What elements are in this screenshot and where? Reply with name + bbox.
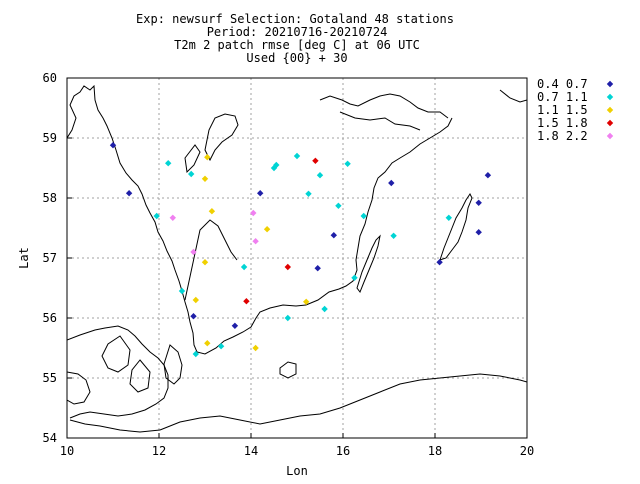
data-point bbox=[436, 259, 443, 266]
data-point bbox=[178, 287, 186, 295]
data-point bbox=[270, 164, 278, 172]
data-point bbox=[252, 238, 259, 245]
y-axis-label: Lat bbox=[17, 247, 31, 269]
x-tick-label: 20 bbox=[520, 444, 534, 458]
data-point bbox=[445, 214, 452, 221]
data-point bbox=[252, 344, 259, 352]
data-point bbox=[208, 208, 216, 215]
data-point bbox=[284, 314, 291, 322]
data-point bbox=[316, 172, 324, 179]
data-point bbox=[231, 322, 239, 329]
data-point bbox=[321, 305, 328, 313]
data-point bbox=[217, 343, 225, 350]
data-point bbox=[204, 340, 211, 347]
x-tick-label: 14 bbox=[244, 444, 258, 458]
legend-marker bbox=[606, 106, 614, 114]
x-axis-label: Lon bbox=[286, 464, 308, 478]
x-tick-label: 16 bbox=[336, 444, 350, 458]
legend-label: 0.7 1.1 bbox=[537, 90, 588, 104]
chart-title: Exp: newsurf Selection: Gotaland 48 stat… bbox=[136, 12, 454, 65]
x-tick-label: 18 bbox=[428, 444, 442, 458]
data-point bbox=[335, 202, 342, 209]
data-point bbox=[190, 248, 197, 256]
title-line: Used {00} + 30 bbox=[246, 51, 347, 65]
y-tick-label: 59 bbox=[43, 131, 57, 145]
data-point bbox=[475, 199, 482, 206]
data-point bbox=[305, 190, 312, 197]
x-tick-label: 12 bbox=[152, 444, 166, 458]
data-point bbox=[257, 190, 264, 197]
data-point bbox=[188, 170, 195, 178]
data-point bbox=[360, 212, 367, 220]
legend-marker bbox=[606, 132, 614, 140]
data-point bbox=[390, 232, 397, 239]
y-tick-label: 58 bbox=[43, 191, 57, 205]
data-point bbox=[314, 265, 321, 272]
data-points bbox=[109, 142, 492, 358]
data-point bbox=[250, 209, 257, 217]
data-point bbox=[330, 232, 337, 239]
x-tick-label: 10 bbox=[60, 444, 74, 458]
data-point bbox=[475, 229, 482, 236]
y-tick-label: 55 bbox=[43, 371, 57, 385]
legend-label: 1.1 1.5 bbox=[537, 103, 588, 117]
legend-label: 1.8 2.2 bbox=[537, 129, 588, 143]
data-point bbox=[153, 212, 160, 220]
data-point bbox=[303, 298, 310, 305]
y-tick-label: 57 bbox=[43, 251, 57, 265]
data-point bbox=[165, 160, 172, 167]
data-point bbox=[192, 350, 199, 358]
data-point bbox=[204, 154, 211, 161]
data-point bbox=[284, 263, 291, 271]
data-point bbox=[351, 274, 358, 281]
data-point bbox=[201, 259, 209, 266]
coastline-map bbox=[67, 84, 527, 433]
data-point bbox=[125, 190, 133, 197]
data-point bbox=[243, 298, 250, 305]
data-point bbox=[344, 160, 351, 167]
title-line: T2m 2 patch rmse [deg C] at 06 UTC bbox=[174, 38, 420, 52]
y-tick-label: 60 bbox=[43, 71, 57, 85]
y-tick-label: 54 bbox=[43, 431, 57, 445]
data-point bbox=[388, 179, 395, 187]
data-point bbox=[169, 214, 176, 221]
data-point bbox=[312, 157, 319, 164]
data-point bbox=[293, 152, 301, 160]
data-point bbox=[240, 263, 248, 271]
data-point bbox=[273, 161, 280, 169]
data-point bbox=[263, 226, 271, 233]
data-point bbox=[201, 175, 209, 182]
legend-marker bbox=[606, 93, 614, 101]
data-point bbox=[109, 142, 117, 149]
legend-label: 1.5 1.8 bbox=[537, 116, 588, 130]
data-point bbox=[190, 313, 197, 320]
title-line: Period: 20210716-20210724 bbox=[207, 25, 388, 39]
legend: 0.4 0.70.7 1.11.1 1.51.5 1.81.8 2.2 bbox=[537, 77, 614, 143]
legend-label: 0.4 0.7 bbox=[537, 77, 588, 91]
data-point bbox=[484, 172, 492, 179]
legend-marker bbox=[606, 119, 614, 127]
plot-frame bbox=[66, 77, 528, 439]
legend-marker bbox=[606, 80, 614, 88]
title-line: Exp: newsurf Selection: Gotaland 48 stat… bbox=[136, 12, 454, 26]
grid: 10 12 14 16 18 20 54 55 56 57 58 59 60 bbox=[43, 71, 535, 458]
y-tick-label: 56 bbox=[43, 311, 57, 325]
data-point bbox=[192, 296, 199, 304]
